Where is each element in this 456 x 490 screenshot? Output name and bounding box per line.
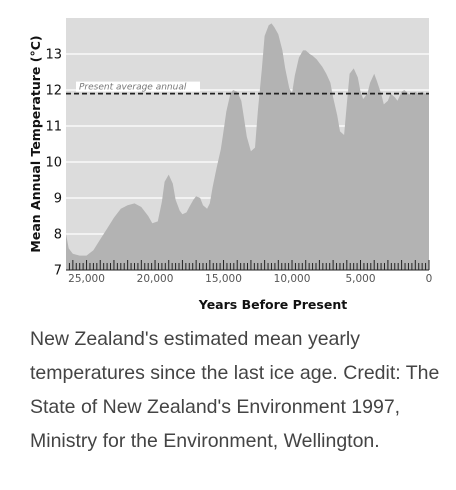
present-average-label-bg: [76, 81, 200, 92]
x-tick-label-5000: 5,000: [345, 273, 375, 285]
present-average-label: Present average annual: [79, 83, 187, 93]
y-tick-label-13: 13: [45, 48, 62, 63]
figure-caption: New Zealand's estimated mean yearly temp…: [30, 328, 440, 452]
y-tick-labels: 7 8 9 10 11 12 13: [45, 48, 62, 279]
x-tick-label-10000: 10,000: [274, 273, 311, 285]
x-tick-labels: 25,000 20,000 15,000 10,000 5,000 0: [68, 273, 432, 285]
y-tick-label-9: 9: [54, 192, 62, 207]
x-tick-label-15000: 15,000: [205, 273, 242, 285]
x-tick-label-0: 0: [426, 273, 433, 285]
x-axis-title: Years Before Present: [198, 297, 347, 312]
temperature-chart: Present average annual 7 8 9 10 11 12 13 25,00…: [28, 18, 432, 312]
x-axis-ticks: [66, 260, 430, 271]
temperature-area: [66, 23, 429, 271]
y-tick-label-8: 8: [54, 228, 62, 243]
x-tick-label-20000: 20,000: [137, 273, 174, 285]
y-tick-label-7: 7: [54, 264, 62, 279]
y-tick-label-10: 10: [45, 156, 62, 171]
y-axis-title: Mean Annual Temperature (°C): [28, 35, 43, 252]
y-tick-label-11: 11: [45, 120, 62, 135]
x-tick-label-25000: 25,000: [68, 273, 105, 285]
y-tick-label-12: 12: [45, 84, 62, 99]
